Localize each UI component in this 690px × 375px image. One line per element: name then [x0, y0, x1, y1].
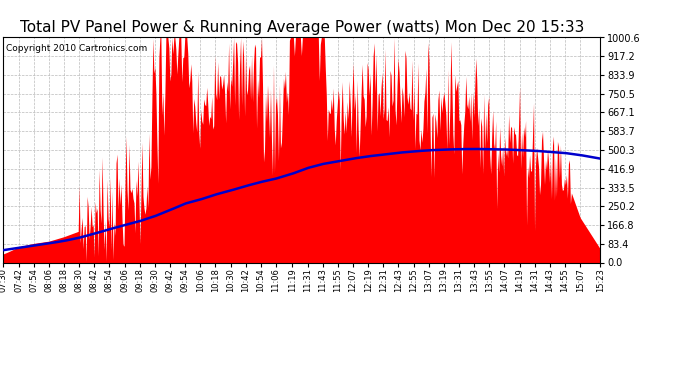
Text: Copyright 2010 Cartronics.com: Copyright 2010 Cartronics.com: [6, 44, 148, 53]
Title: Total PV Panel Power & Running Average Power (watts) Mon Dec 20 15:33: Total PV Panel Power & Running Average P…: [20, 20, 584, 35]
